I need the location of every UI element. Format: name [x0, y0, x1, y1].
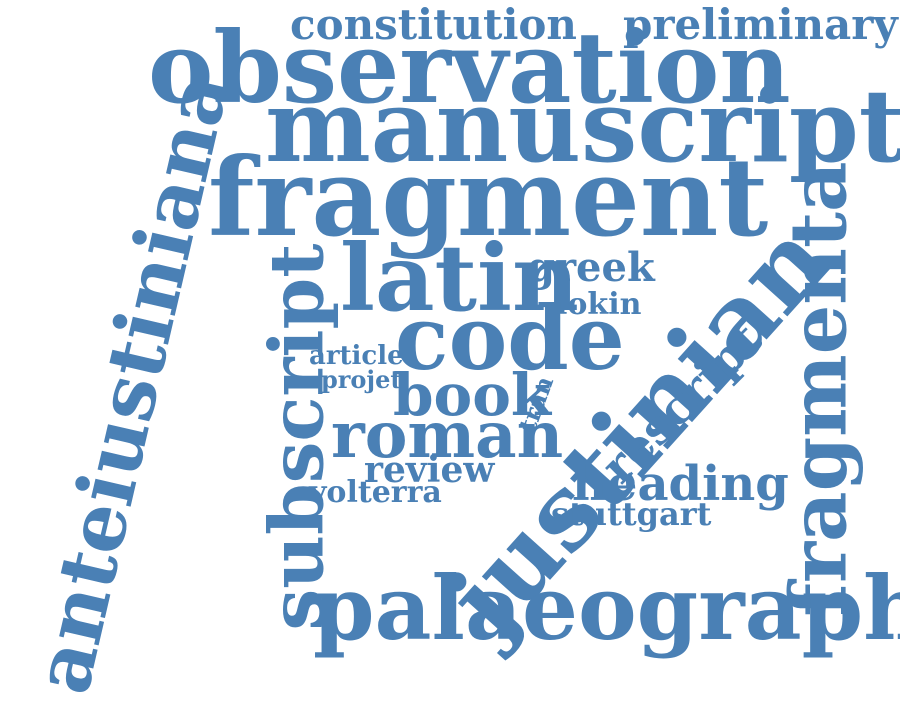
word-roman: roman: [331, 398, 564, 473]
word-review: review: [364, 449, 495, 491]
word-greek: greek: [527, 244, 655, 291]
word-manuscript: manuscript: [265, 67, 900, 185]
word-article: article: [309, 341, 404, 371]
word-anteiustiniana: anteiustiniana: [16, 64, 248, 702]
word-cloud: constitution preliminary observation man…: [16, 0, 900, 702]
word-projet: projet: [321, 365, 402, 394]
word-observation: observation: [148, 11, 791, 126]
word-fragmenta: fragmenta: [773, 161, 865, 617]
word-volterra: volterra: [309, 475, 442, 510]
word-code: code: [395, 286, 625, 390]
word-constitution: constitution: [290, 0, 577, 49]
word-heading: heading: [572, 456, 789, 512]
word-book: book: [393, 361, 552, 429]
word-latin: latin: [340, 224, 579, 332]
word-preliminary: preliminary: [623, 0, 898, 49]
word-fragment: fragment: [208, 135, 769, 261]
word-stuttgart: stuttgart: [551, 495, 712, 533]
word-lokin: lokin: [556, 287, 642, 322]
word-palaeography: palaeography: [313, 556, 900, 660]
